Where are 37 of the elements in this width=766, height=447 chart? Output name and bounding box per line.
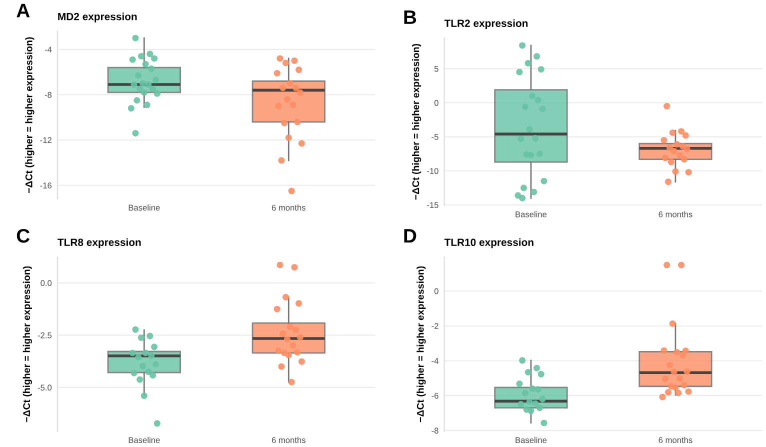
x-tick-label: Baseline	[128, 204, 160, 211]
y-tick-label: 5	[434, 66, 438, 72]
y-tick-label: 0	[434, 100, 438, 106]
y-tick-label: -15	[427, 202, 438, 208]
y-tick-label: -5	[432, 134, 438, 140]
chart-title: TLR2 expression	[444, 19, 528, 30]
y-tick-label: -8	[44, 92, 52, 98]
y-tick-label: -4	[44, 46, 52, 52]
y-tick-label: -8	[432, 428, 438, 434]
y-tick-label: -5.0	[38, 384, 52, 391]
y-tick-label: 0	[434, 288, 438, 294]
chart-title: TLR8 expression	[58, 238, 141, 248]
y-axis-title: −ΔCt (higher = higher expression)	[412, 44, 422, 200]
y-tick-label: -4	[432, 358, 438, 364]
text: A	[16, 4, 30, 18]
text: C	[16, 228, 30, 243]
x-tick-label: Baseline	[128, 436, 160, 444]
text: B	[404, 10, 416, 24]
y-tick-label: -6	[432, 392, 438, 399]
y-axis-title: −ΔCt (higher = higher expression)	[22, 266, 32, 422]
y-tick-label: -12	[40, 137, 52, 144]
y-tick-label: 0.0	[40, 280, 52, 286]
y-tick-label: -2.5	[38, 332, 52, 338]
x-tick-label: 6 months	[658, 211, 692, 218]
x-tick-label: Baseline	[516, 436, 547, 444]
text: D	[404, 229, 416, 243]
chart-title: TLR10 expression	[444, 238, 534, 248]
y-axis-title: −ΔCt (higher = higher expression)	[416, 266, 426, 422]
x-tick-label: 6 months	[658, 436, 692, 444]
y-tick-label: -10	[427, 168, 438, 174]
y-tick-label: -2	[432, 323, 438, 329]
x-tick-label: 6 months	[272, 204, 306, 211]
y-tick-label: -16	[40, 182, 52, 188]
y-axis-title: −ΔCt (higher = higher expression)	[25, 37, 34, 194]
x-tick-label: Baseline	[516, 211, 547, 218]
x-tick-label: 6 months	[272, 436, 306, 444]
chart-title: MD2 expression	[58, 12, 137, 22]
